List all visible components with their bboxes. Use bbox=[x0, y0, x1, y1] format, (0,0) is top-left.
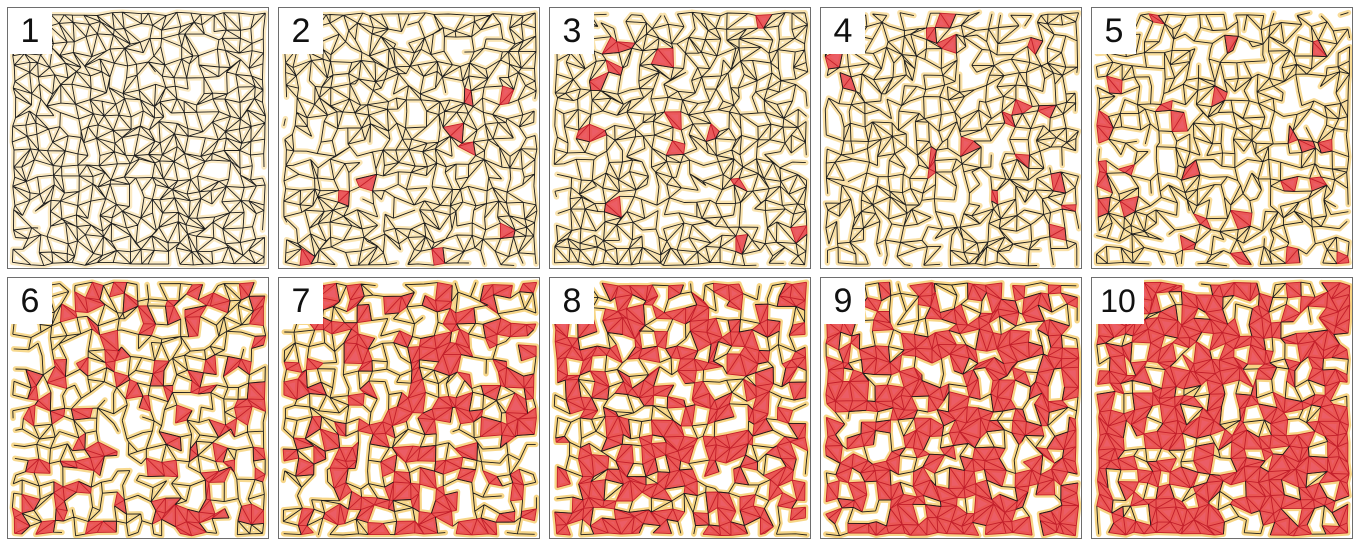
network-panel-2: 2 bbox=[278, 7, 540, 269]
network-drawing bbox=[822, 279, 1081, 538]
network-drawing bbox=[551, 279, 810, 538]
panel-number-label: 2 bbox=[279, 8, 323, 54]
network-panel-5: 5 bbox=[1091, 7, 1353, 269]
panel-number-label: 10 bbox=[1092, 278, 1144, 324]
panel-number-label: 4 bbox=[821, 8, 865, 54]
network-drawing bbox=[280, 279, 539, 538]
network-panel-3: 3 bbox=[549, 7, 811, 269]
panel-number-label: 7 bbox=[279, 278, 323, 324]
panel-number-label: 8 bbox=[550, 278, 594, 324]
network-panel-6: 6 bbox=[7, 277, 269, 539]
panel-number-label: 3 bbox=[550, 8, 594, 54]
panel-number-label: 9 bbox=[821, 278, 865, 324]
black-bonds bbox=[282, 282, 537, 536]
network-panel-1: 1 bbox=[7, 7, 269, 269]
panel-number-label: 5 bbox=[1092, 8, 1136, 54]
network-panel-8: 8 bbox=[549, 277, 811, 539]
black-bonds bbox=[825, 282, 1079, 537]
panel-number-label: 6 bbox=[8, 278, 52, 324]
network-drawing bbox=[9, 279, 268, 538]
network-drawing bbox=[9, 9, 268, 268]
panel-number-label: 1 bbox=[8, 8, 52, 54]
network-panel-4: 4 bbox=[820, 7, 1082, 269]
network-drawing bbox=[1094, 279, 1352, 538]
network-panel-10: 10 bbox=[1091, 277, 1353, 539]
network-panel-7: 7 bbox=[278, 277, 540, 539]
network-panel-9: 9 bbox=[820, 277, 1082, 539]
